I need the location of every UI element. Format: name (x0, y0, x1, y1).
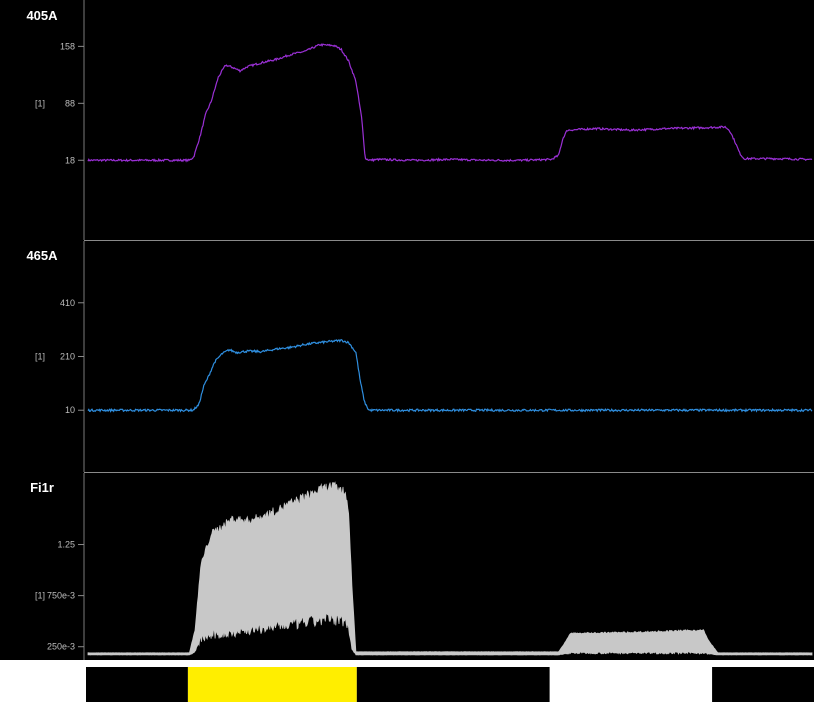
stimulus-segment (356, 667, 550, 702)
series-line (87, 339, 813, 413)
y-tick-label: 410 (60, 298, 75, 308)
y-tick-label: 10 (65, 405, 75, 415)
stimulus-segment (86, 667, 188, 702)
y-tick-label: 18 (65, 155, 75, 165)
panel-fi1r: Fi1r 250e-3 750e-3 1.25 [1] (0, 473, 814, 660)
y-tick-label: 158 (60, 41, 75, 51)
y-tick-label: 1.25 (57, 540, 75, 550)
y-unit-label: [1] (35, 98, 45, 108)
panel-465a: 465A 10 210 410 [1] (0, 241, 814, 472)
panel-465a-y-ticks: 10 210 410 [1] (35, 298, 84, 415)
panel-fi1r-title: Fi1r (30, 480, 54, 495)
panel-fi1r-trace (87, 481, 813, 656)
panel-405a-y-ticks: 18 88 158 [1] (35, 41, 84, 165)
panel-465a-title: 465A (26, 248, 58, 263)
stimulus-segment (187, 667, 357, 702)
panel-405a-trace (87, 43, 813, 163)
panel-405a-title: 405A (26, 8, 58, 23)
panel-fi1r-y-ticks: 250e-3 750e-3 1.25 [1] (35, 540, 84, 652)
stimulus-segment (712, 667, 814, 702)
y-tick-label: 750e-3 (47, 591, 75, 601)
panel-465a-trace (87, 339, 813, 413)
series-line (87, 43, 813, 163)
y-tick-label: 250e-3 (47, 642, 75, 652)
stimulus-segment (549, 667, 713, 702)
y-unit-label: [1] (35, 591, 45, 601)
series-envelope (87, 481, 813, 656)
y-tick-label: 210 (60, 352, 75, 362)
y-unit-label: [1] (35, 352, 45, 362)
panel-405a: 405A 18 88 158 [1] (0, 0, 814, 240)
stimulus-bar (86, 667, 814, 702)
y-tick-label: 88 (65, 98, 75, 108)
